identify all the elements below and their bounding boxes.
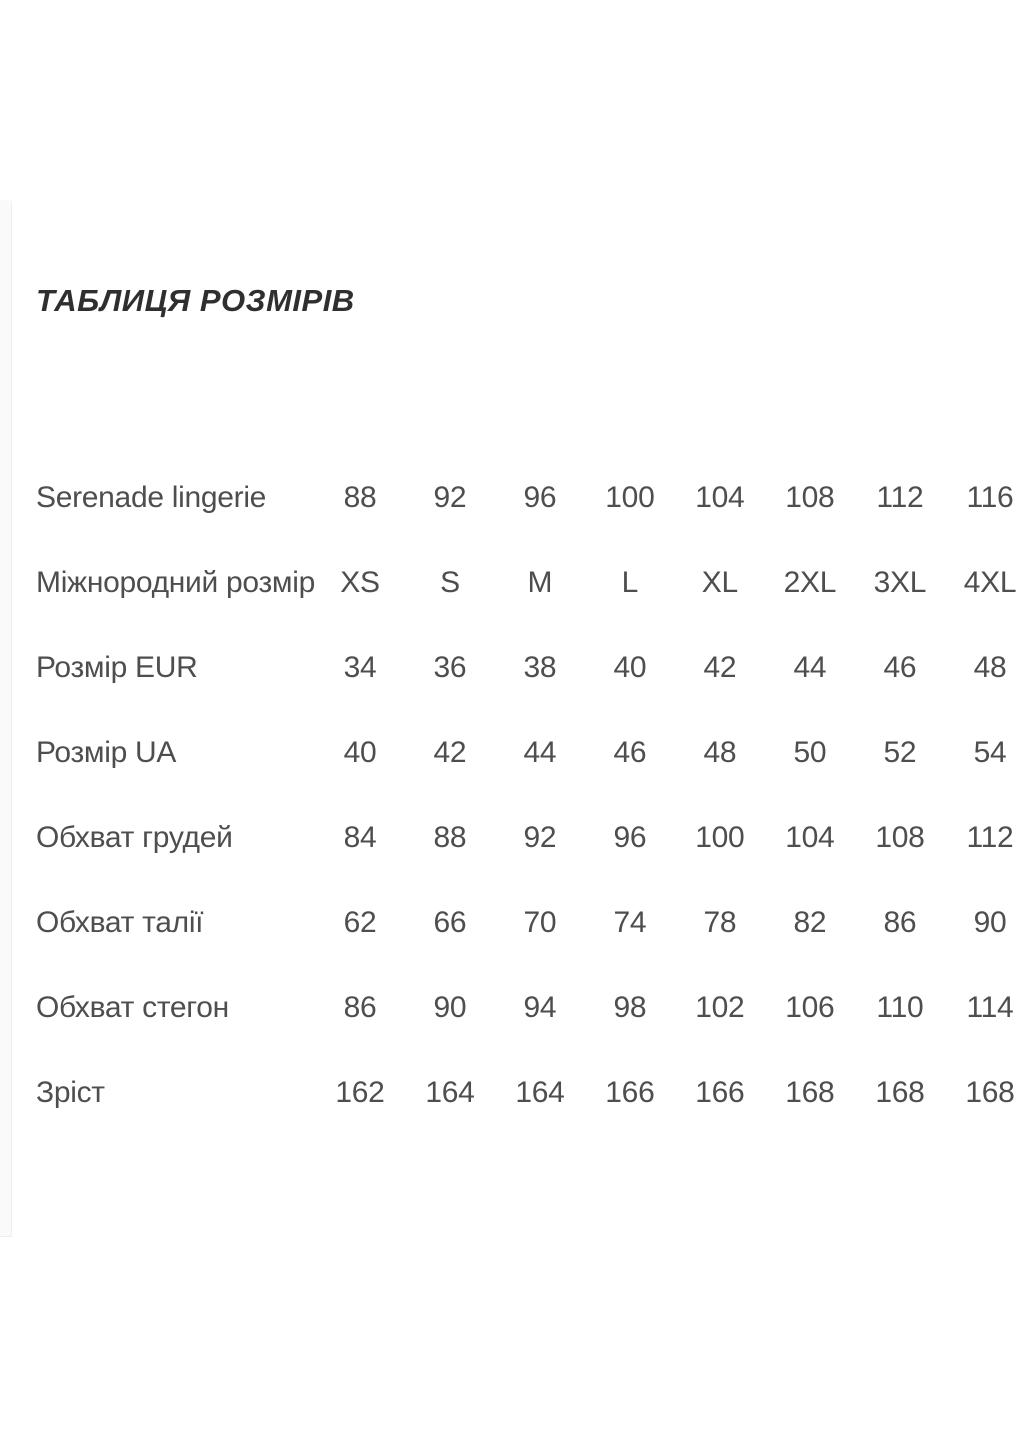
size-cell: 104	[785, 820, 835, 854]
table-row: Зріст 162 164 164 166 166 168 168 168	[36, 1050, 1035, 1135]
row-label: Розмір UA	[36, 735, 177, 769]
size-cell: 44	[523, 735, 557, 769]
row-label: Обхват талії	[36, 905, 204, 939]
size-cell: 48	[973, 650, 1007, 684]
table-row: Міжнородний розмір XS S M L XL 2XL 3XL 4XL	[36, 540, 1035, 625]
size-cell: 62	[343, 905, 377, 939]
size-cell: 42	[433, 735, 467, 769]
size-cell: 74	[613, 905, 647, 939]
size-cell: 40	[613, 650, 647, 684]
size-cell: 112	[966, 820, 1014, 854]
size-cell: 3XL	[873, 565, 927, 599]
size-cell: 94	[523, 990, 557, 1024]
size-cell: 54	[973, 735, 1007, 769]
size-cell: 164	[425, 1075, 475, 1109]
size-cell: 82	[793, 905, 827, 939]
size-cell: 46	[883, 650, 917, 684]
size-cell: S	[440, 565, 460, 599]
size-cell: 168	[785, 1075, 835, 1109]
size-cell: 88	[343, 480, 377, 514]
size-cell: 44	[793, 650, 827, 684]
size-cell: 84	[343, 820, 377, 854]
size-cell: 86	[343, 990, 377, 1024]
size-cell: 92	[433, 480, 467, 514]
size-cell: 166	[605, 1075, 655, 1109]
size-cell: 70	[523, 905, 557, 939]
size-cell: 102	[695, 990, 745, 1024]
size-cell: 104	[695, 480, 745, 514]
size-cell: 2XL	[783, 565, 837, 599]
size-cell: 90	[433, 990, 467, 1024]
size-cell: 110	[876, 990, 924, 1024]
size-cell: 96	[613, 820, 647, 854]
size-cell: 42	[703, 650, 737, 684]
size-cell: 166	[695, 1075, 745, 1109]
size-cell: XS	[340, 565, 380, 599]
size-cell: 108	[875, 820, 925, 854]
size-cell: 108	[785, 480, 835, 514]
size-table-body: Serenade lingerie 88 92 96 100 104 108 112 116 Мі…	[36, 455, 1035, 1135]
size-cell: 112	[876, 480, 924, 514]
table-row: Обхват талії 62 66 70 74 78 82 86 90	[36, 880, 1035, 965]
page-title: ТАБЛИЦЯ РОЗМІРІВ	[36, 283, 355, 318]
row-label: Serenade lingerie	[36, 480, 267, 514]
size-cell: 106	[785, 990, 835, 1024]
row-label: Обхват стегон	[36, 990, 229, 1024]
size-cell: 4XL	[963, 565, 1017, 599]
size-cell: M	[527, 565, 553, 599]
size-cell: 96	[523, 480, 557, 514]
size-cell: 66	[433, 905, 467, 939]
size-cell: 40	[343, 735, 377, 769]
size-cell: 100	[605, 480, 655, 514]
row-label: Розмір EUR	[36, 650, 198, 684]
row-label: Міжнородний розмір	[36, 565, 315, 599]
size-cell: 168	[965, 1075, 1015, 1109]
size-cell: 34	[343, 650, 377, 684]
size-table: Serenade lingerie 88 92 96 100 104 108 112 116 Мі…	[36, 455, 1035, 1135]
size-cell: 162	[335, 1075, 385, 1109]
size-cell: 90	[973, 905, 1007, 939]
size-cell: 86	[883, 905, 917, 939]
size-cell: 36	[433, 650, 467, 684]
left-panel-edge	[0, 200, 12, 1237]
table-row: Обхват стегон 86 90 94 98 102 106 110 114	[36, 965, 1035, 1050]
table-row: Обхват грудей 84 88 92 96 100 104 108 112	[36, 795, 1035, 880]
size-cell: 114	[966, 990, 1014, 1024]
size-cell: 116	[966, 480, 1014, 514]
size-cell: 168	[875, 1075, 925, 1109]
size-cell: 88	[433, 820, 467, 854]
table-row: Розмір EUR 34 36 38 40 42 44 46 48	[36, 625, 1035, 710]
table-row: Serenade lingerie 88 92 96 100 104 108 112 116	[36, 455, 1035, 540]
row-label: Зріст	[36, 1075, 105, 1109]
size-cell: 50	[793, 735, 827, 769]
size-cell: 78	[703, 905, 737, 939]
size-cell: 52	[883, 735, 917, 769]
size-cell: 38	[523, 650, 557, 684]
size-cell: 100	[695, 820, 745, 854]
size-cell: XL	[701, 565, 738, 599]
size-cell: 46	[613, 735, 647, 769]
size-cell: 48	[703, 735, 737, 769]
size-cell: 164	[515, 1075, 565, 1109]
size-cell: 92	[523, 820, 557, 854]
size-cell: 98	[613, 990, 647, 1024]
table-row: Розмір UA 40 42 44 46 48 50 52 54	[36, 710, 1035, 795]
row-label: Обхват грудей	[36, 820, 233, 854]
size-cell: L	[621, 565, 639, 599]
